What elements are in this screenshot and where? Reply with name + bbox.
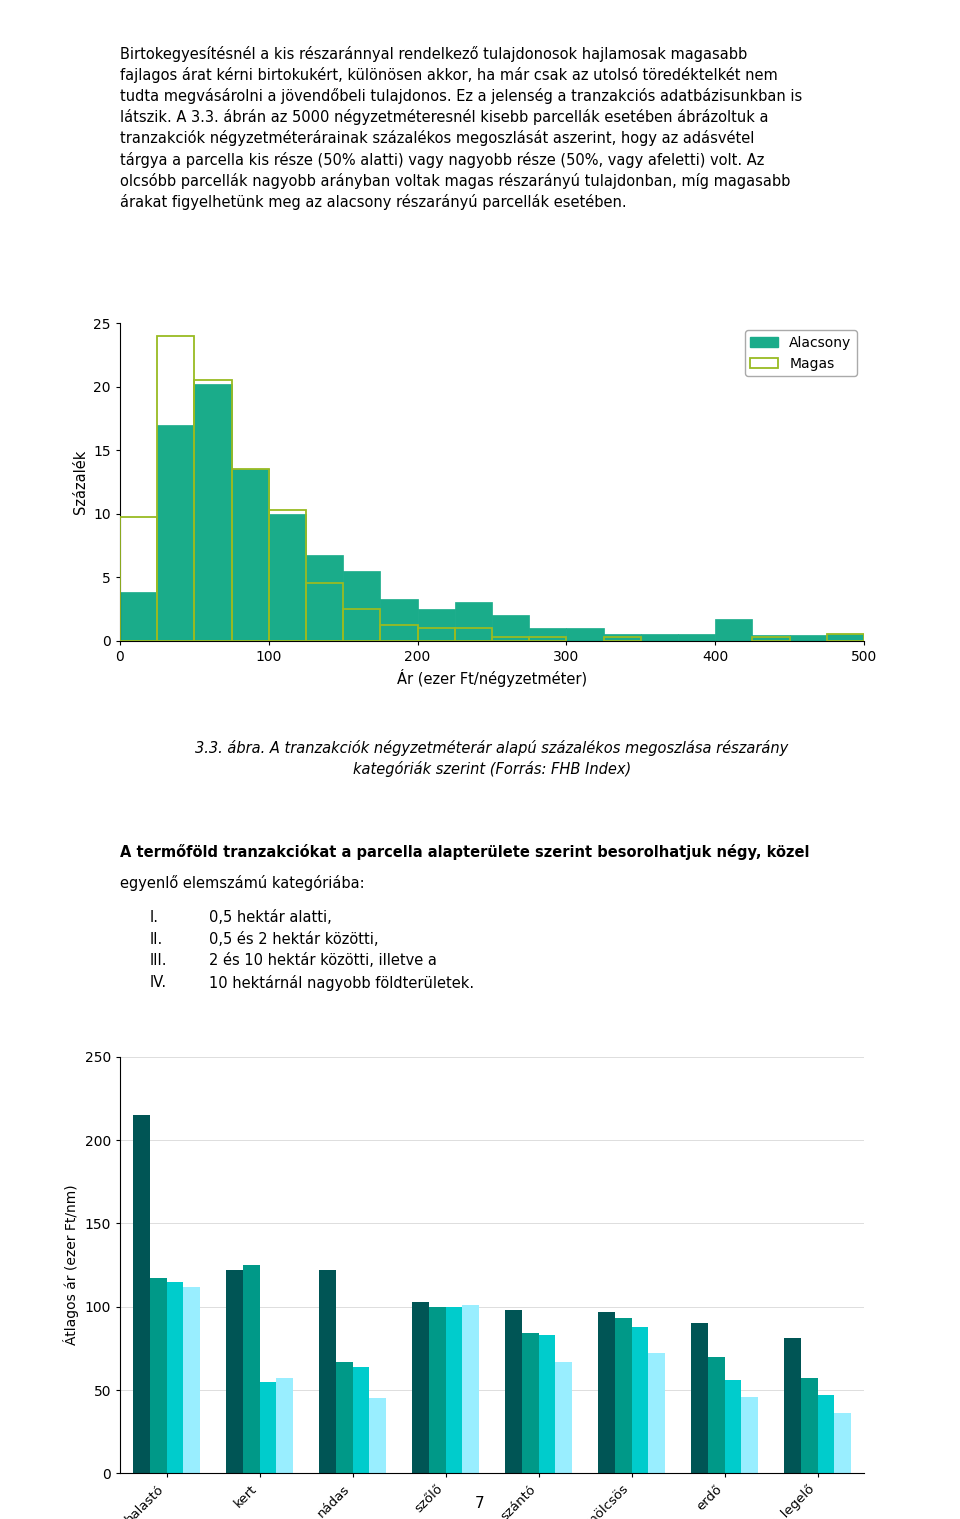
Bar (691, 1323, 708, 1473)
Bar (455, 627, 492, 641)
Text: Birtokegyesítésnél a kis részaránnyal rendelkező tulajdonosok hajlamosak magasab: Birtokegyesítésnél a kis részaránnyal re… (120, 46, 803, 210)
Bar (120, 518, 157, 641)
Bar (505, 1309, 522, 1473)
Bar (753, 636, 789, 641)
Bar (259, 1382, 276, 1473)
Bar (604, 635, 641, 641)
Bar (555, 1361, 572, 1473)
Bar (708, 1356, 725, 1473)
Bar (715, 618, 753, 641)
Bar (344, 609, 380, 641)
Bar (243, 1265, 259, 1473)
Bar (319, 1270, 336, 1473)
Bar (157, 425, 194, 641)
Text: II.: II. (150, 931, 163, 946)
Bar (598, 1312, 614, 1473)
Text: 7: 7 (475, 1496, 485, 1511)
Bar (641, 635, 678, 641)
Bar (370, 1399, 386, 1473)
Bar (827, 635, 864, 641)
Bar (529, 627, 566, 641)
Bar (492, 615, 529, 641)
Bar (380, 626, 418, 641)
Text: 2 és 10 hektár közötti, illetve a: 2 és 10 hektár közötti, illetve a (209, 954, 437, 969)
Bar (834, 1413, 851, 1473)
Bar (648, 1353, 665, 1473)
Text: IV.: IV. (150, 975, 167, 990)
Bar (276, 1378, 293, 1473)
Bar (566, 627, 604, 641)
Bar (269, 510, 306, 641)
Bar (226, 1270, 243, 1473)
Legend: Alacsony, Magas: Alacsony, Magas (745, 330, 857, 377)
Bar (818, 1394, 834, 1473)
Bar (231, 469, 269, 641)
Bar (741, 1397, 758, 1473)
Bar (336, 1361, 352, 1473)
Text: A termőföld tranzakciókat a parcella alapterülete szerint besorolhatjuk négy, kö: A termőföld tranzakciókat a parcella ala… (120, 845, 809, 860)
Bar (133, 1115, 150, 1473)
Bar (632, 1326, 648, 1473)
Text: 3.3. ábra. A tranzakciók négyzetméterár alapú százalékos megoszlása részarány
ka: 3.3. ábra. A tranzakciók négyzetméterár … (196, 740, 788, 776)
Bar (183, 1287, 200, 1473)
Bar (166, 1282, 183, 1473)
Bar (269, 513, 306, 641)
Bar (344, 571, 380, 641)
Bar (194, 380, 231, 641)
Bar (827, 635, 864, 641)
Bar (380, 598, 418, 641)
Text: I.: I. (150, 910, 158, 925)
X-axis label: Ár (ezer Ft/négyzetméter): Ár (ezer Ft/négyzetméter) (396, 670, 588, 687)
Bar (678, 635, 715, 641)
Bar (614, 1318, 632, 1473)
Bar (522, 1334, 539, 1473)
Bar (784, 1338, 801, 1473)
Bar (455, 603, 492, 641)
Text: 0,5 és 2 hektár közötti,: 0,5 és 2 hektár közötti, (209, 931, 379, 946)
Bar (789, 635, 827, 641)
Bar (418, 627, 455, 641)
Bar (412, 1302, 429, 1473)
Text: III.: III. (150, 954, 167, 969)
Bar (445, 1306, 463, 1473)
Bar (801, 1378, 818, 1473)
Bar (150, 1279, 166, 1473)
Text: 10 hektárnál nagyobb földterületek.: 10 hektárnál nagyobb földterületek. (209, 975, 474, 992)
Bar (352, 1367, 370, 1473)
Bar (306, 583, 344, 641)
Bar (529, 636, 566, 641)
Bar (753, 635, 789, 641)
Bar (429, 1306, 445, 1473)
Bar (157, 336, 194, 641)
Bar (418, 609, 455, 641)
Bar (120, 592, 157, 641)
Text: 0,5 hektár alatti,: 0,5 hektár alatti, (209, 910, 332, 925)
Bar (725, 1381, 741, 1473)
Bar (231, 469, 269, 641)
Bar (463, 1305, 479, 1473)
Y-axis label: Százalék: Százalék (73, 450, 87, 513)
Bar (539, 1335, 555, 1473)
Bar (604, 636, 641, 641)
Bar (492, 636, 529, 641)
Bar (306, 556, 344, 641)
Text: egyenlő elemszámú kategóriába:: egyenlő elemszámú kategóriába: (120, 875, 365, 890)
Bar (194, 384, 231, 641)
Y-axis label: Átlagos ár (ezer Ft/nm): Átlagos ár (ezer Ft/nm) (63, 1185, 79, 1346)
